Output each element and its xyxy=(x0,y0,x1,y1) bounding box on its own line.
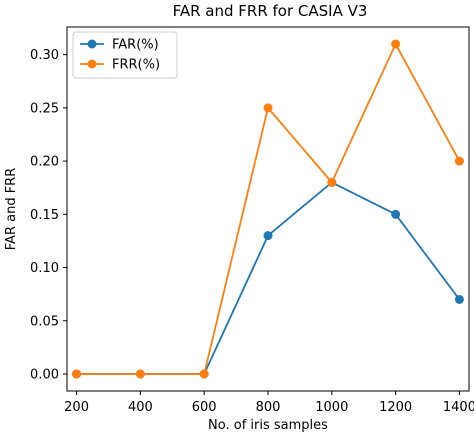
x-tick-label: 400 xyxy=(128,400,153,415)
series-layer xyxy=(72,39,464,379)
x-tick-label: 800 xyxy=(256,400,281,415)
data-point-frr xyxy=(135,369,145,379)
y-axis: 0.00 0.05 0.10 0.15 0.20 0.25 0.30 xyxy=(30,48,67,382)
x-tick-label: 1400 xyxy=(443,400,474,415)
x-axis-label: No. of iris samples xyxy=(208,418,328,433)
x-tick-label: 1000 xyxy=(315,400,348,415)
y-tick-label: 0.25 xyxy=(30,101,59,116)
y-tick-label: 0.10 xyxy=(30,261,59,276)
y-tick-label: 0.15 xyxy=(30,208,59,223)
chart-title: FAR and FRR for CASIA V3 xyxy=(173,2,368,20)
legend-marker xyxy=(87,59,97,69)
plot-frame xyxy=(66,26,470,392)
legend-label: FRR(%) xyxy=(112,58,160,73)
y-tick-label: 0.00 xyxy=(30,367,59,382)
series-line-far xyxy=(76,181,461,375)
x-axis: 200 400 600 800 1000 1200 1400 xyxy=(64,391,474,415)
x-tick-label: 1200 xyxy=(379,400,412,415)
data-point-far xyxy=(391,209,401,219)
data-point-frr xyxy=(263,103,273,113)
y-tick-label: 0.30 xyxy=(30,48,59,63)
x-tick-label: 600 xyxy=(192,400,217,415)
y-tick-label: 0.05 xyxy=(30,314,59,329)
series-line-frr xyxy=(76,43,461,375)
data-point-frr xyxy=(327,177,337,187)
data-point-frr xyxy=(454,156,464,166)
legend: FAR(%) FRR(%) xyxy=(72,31,178,79)
x-tick-label: 200 xyxy=(64,400,89,415)
data-point-frr xyxy=(72,369,82,379)
y-axis-label: FAR and FRR xyxy=(4,168,19,250)
y-tick-label: 0.20 xyxy=(30,155,59,170)
data-point-frr xyxy=(199,369,209,379)
legend-label: FAR(%) xyxy=(112,38,159,53)
data-point-far xyxy=(454,294,464,304)
data-point-frr xyxy=(391,39,401,49)
data-point-far xyxy=(263,231,273,241)
legend-marker xyxy=(87,39,97,49)
